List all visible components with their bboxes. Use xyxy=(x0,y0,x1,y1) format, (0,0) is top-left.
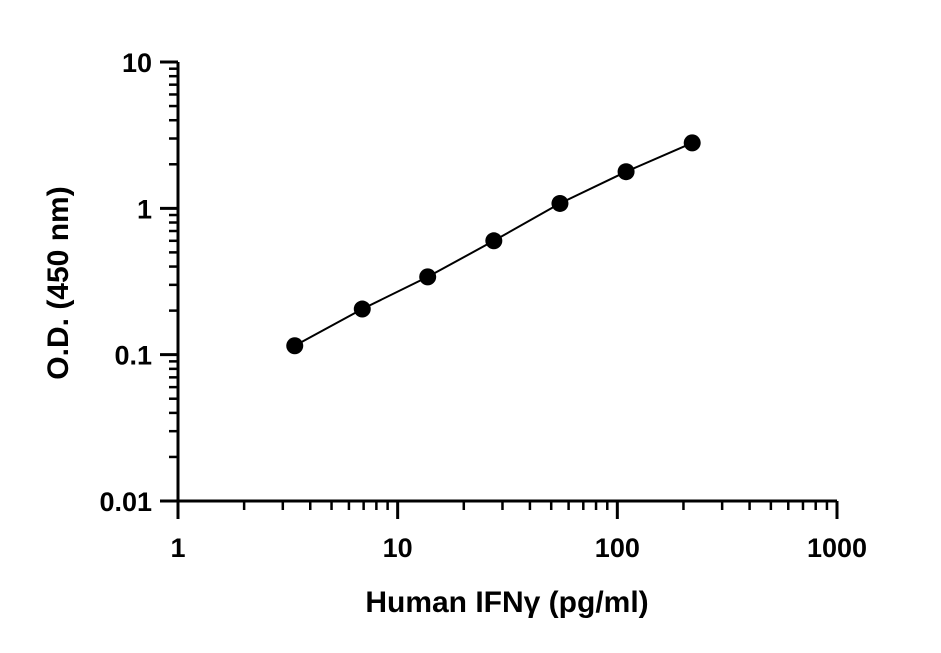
x-axis-title: Human IFNγ (pg/ml) xyxy=(365,586,648,619)
data-point xyxy=(551,194,569,212)
axes xyxy=(176,62,837,503)
x-tick-label: 1000 xyxy=(807,533,867,563)
data-point xyxy=(353,300,371,318)
y-axis-title: O.D. (450 nm) xyxy=(42,186,75,379)
x-tick-label: 1 xyxy=(170,533,185,563)
y-tick-label: 0.01 xyxy=(99,487,152,517)
x-tick-label: 10 xyxy=(383,533,413,563)
data-points xyxy=(286,134,701,355)
y-tick-label: 10 xyxy=(122,48,152,78)
y-axis-ticks: 0.01 0.1 1 10 xyxy=(99,48,178,517)
data-point xyxy=(286,337,304,355)
x-axis-ticks: 1 10 100 1000 xyxy=(170,501,867,563)
x-tick-label: 100 xyxy=(595,533,640,563)
data-point xyxy=(485,232,503,250)
data-point xyxy=(419,268,437,286)
data-point xyxy=(683,134,701,152)
data-point xyxy=(617,163,635,181)
y-tick-label: 0.1 xyxy=(114,341,152,371)
y-tick-label: 1 xyxy=(137,194,152,224)
